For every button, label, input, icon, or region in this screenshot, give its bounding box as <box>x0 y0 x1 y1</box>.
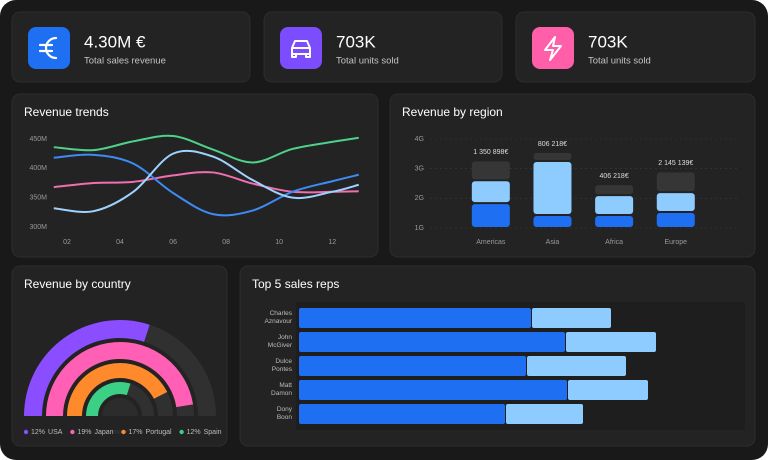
kpi-icon <box>28 27 70 69</box>
legend-swatch <box>179 429 184 435</box>
legend-label: Japan <box>94 429 113 436</box>
category-label: Dulce Pontes <box>271 358 292 373</box>
kpi-card <box>515 11 756 83</box>
y-tick-label: 350M <box>29 195 47 202</box>
bar-segment <box>299 332 565 352</box>
x-tick-label: Asia <box>546 239 560 246</box>
kpi-value: 703K <box>588 32 628 51</box>
kpi-card <box>263 11 503 83</box>
category-label: Matt Damon <box>271 382 292 397</box>
bar-annotation: 2 145 139€ <box>658 160 693 167</box>
bar-segment <box>527 356 626 376</box>
chart-title: Revenue trends <box>24 105 109 119</box>
bolt-icon <box>544 36 562 61</box>
bar-segment <box>299 308 531 328</box>
x-tick-label: 08 <box>222 239 230 246</box>
bar-segment <box>568 380 648 400</box>
bar-segment <box>533 215 572 227</box>
kpi-label: Total units sold <box>336 56 399 67</box>
y-tick-label: 450M <box>29 136 47 143</box>
bar-segment <box>299 380 567 400</box>
x-tick-label: 02 <box>63 239 71 246</box>
bar-segment <box>299 404 505 424</box>
legend-value: 12% <box>187 429 201 436</box>
category-label: John McGiver <box>267 334 292 349</box>
euro-icon <box>38 36 58 60</box>
bar-segment <box>299 356 526 376</box>
chart-card <box>11 93 379 258</box>
kpi-icon <box>532 27 574 69</box>
legend-entry: 12% USA <box>31 429 63 436</box>
line-series <box>53 153 359 217</box>
category-label: Charles Aznavour <box>264 310 292 325</box>
legend-swatch <box>70 429 75 435</box>
legend-entry: 12% Spain <box>187 429 222 436</box>
bar-segment <box>566 332 656 352</box>
bar-segment <box>595 196 634 214</box>
x-tick-label: Americas <box>476 239 506 246</box>
bar-annotation: 1 350 898€ <box>473 149 508 156</box>
bar-segment <box>471 181 510 203</box>
x-tick-label: Africa <box>605 239 623 246</box>
bar-segment <box>533 153 572 160</box>
line-series <box>53 134 359 164</box>
x-tick-label: 10 <box>275 239 283 246</box>
chart-title: Revenue by region <box>402 105 503 119</box>
legend-entry: 19% Japan <box>77 429 113 436</box>
bar-annotation: 406 218€ <box>600 173 629 180</box>
kpi-label: Total sales revenue <box>84 56 166 67</box>
bar-annotation: 806 218€ <box>538 141 567 148</box>
kpi-value: 4.30M € <box>84 32 146 51</box>
x-tick-label: 04 <box>116 239 124 246</box>
ring-arc <box>24 320 150 416</box>
bar-segment <box>656 172 695 192</box>
chart-title: Top 5 sales reps <box>252 277 339 291</box>
y-tick-label: 300M <box>29 224 47 231</box>
bar-segment <box>506 404 583 424</box>
legend-value: 17% <box>129 429 143 436</box>
bar-segment <box>595 185 634 195</box>
legend-label: Spain <box>204 429 222 436</box>
kpi-label: Total units sold <box>588 56 651 67</box>
bar-segment <box>532 308 611 328</box>
legend-swatch <box>121 429 126 435</box>
legend-label: USA <box>48 429 63 436</box>
ring-arc <box>67 363 168 416</box>
legend-value: 19% <box>77 429 91 436</box>
chart-title: Revenue by country <box>24 277 131 291</box>
bar-segment <box>533 161 572 214</box>
y-tick-label: 2G <box>415 195 424 202</box>
hub-mask <box>20 416 220 430</box>
car-icon <box>291 40 311 58</box>
x-tick-label: 06 <box>169 239 177 246</box>
x-tick-label: 12 <box>328 239 336 246</box>
bar-segment <box>656 212 695 227</box>
category-label: Dony Boon <box>276 406 292 421</box>
kpi-value: 703K <box>336 32 376 51</box>
y-tick-label: 3G <box>415 166 424 173</box>
y-tick-label: 1G <box>415 225 424 232</box>
legend-swatch <box>23 429 29 435</box>
y-tick-label: 400M <box>29 165 47 172</box>
bar-segment <box>656 193 695 211</box>
line-series <box>53 149 359 213</box>
bar-segment <box>595 215 634 227</box>
kpi-card <box>11 11 251 83</box>
ring-arc <box>86 382 131 416</box>
y-tick-label: 4G <box>415 136 424 143</box>
line-series <box>53 171 359 194</box>
ring-arc <box>46 341 194 416</box>
legend-entry: 17% Portugal <box>129 429 173 436</box>
bar-segment <box>471 204 510 227</box>
legend-label: Portugal <box>146 429 173 436</box>
bar-segment <box>471 161 510 180</box>
x-tick-label: Europe <box>664 239 687 246</box>
legend-value: 12% <box>31 429 45 436</box>
